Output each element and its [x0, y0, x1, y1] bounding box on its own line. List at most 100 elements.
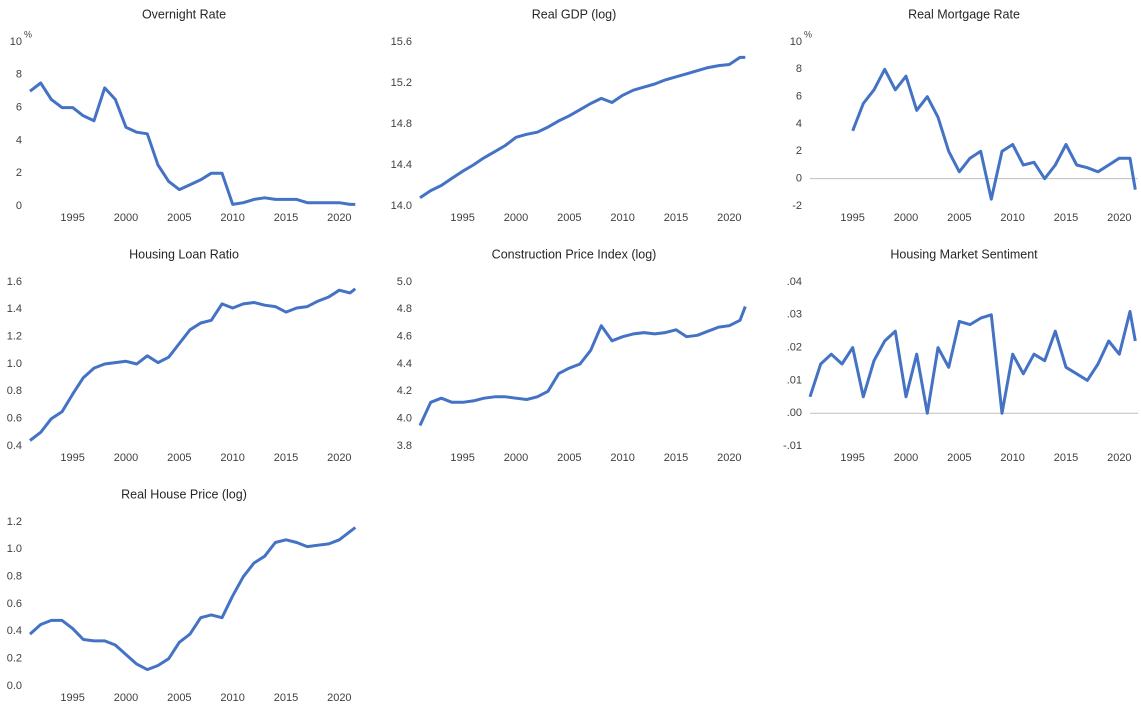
y-tick-label: 10: [10, 36, 22, 48]
x-tick-label: 1995: [60, 212, 84, 224]
chart-title: Construction Price Index (log): [492, 247, 657, 261]
x-tick-label: 1995: [840, 452, 864, 464]
x-tick-label: 2005: [947, 212, 971, 224]
x-tick-label: 2000: [894, 452, 918, 464]
y-tick-label: 10: [790, 36, 802, 48]
x-tick-label: 2020: [1107, 212, 1131, 224]
y-tick-label: 4.8: [397, 303, 412, 315]
x-tick-label: 2000: [114, 692, 138, 704]
y-tick-label: 0.6: [7, 598, 22, 610]
y-tick-label: 2: [796, 145, 802, 157]
data-line: [418, 306, 747, 427]
x-tick-label: 2020: [717, 452, 741, 464]
x-tick-label: 2015: [664, 452, 688, 464]
y-tick-label: 14.8: [391, 118, 412, 130]
data-line: [29, 287, 357, 442]
x-tick-label: 2005: [557, 212, 581, 224]
x-tick-label: 2010: [610, 452, 634, 464]
y-tick-label: 8: [796, 63, 802, 75]
y-tick-label: -2: [792, 200, 802, 212]
data-line: [29, 81, 356, 206]
chart-title: Real GDP (log): [532, 7, 617, 21]
y-tick-label: 1.0: [7, 358, 22, 370]
x-tick-label: 1995: [840, 212, 864, 224]
y-tick-label: 15.2: [391, 77, 412, 89]
chart-title: Real House Price (log): [121, 487, 247, 501]
y-tick-label: 0.2: [7, 653, 22, 665]
x-tick-label: 2000: [504, 212, 528, 224]
x-tick-label: 2015: [1054, 452, 1078, 464]
y-tick-label: 1.6: [7, 276, 22, 288]
x-tick-label: 2020: [327, 212, 351, 224]
y-tick-label: 1.2: [7, 331, 22, 343]
x-tick-label: 2005: [167, 212, 191, 224]
y-tick-label: 0: [16, 200, 22, 212]
x-tick-label: 2000: [114, 452, 138, 464]
y-tick-label: 4: [16, 134, 22, 146]
x-tick-label: 1995: [60, 452, 84, 464]
x-tick-label: 2010: [610, 212, 634, 224]
data-line: [808, 310, 1137, 415]
y-tick-label: 0.4: [7, 625, 22, 637]
x-tick-label: 2010: [1000, 212, 1024, 224]
y-tick-label: 5.0: [397, 276, 412, 288]
data-line: [419, 55, 746, 200]
y-tick-label: 4.2: [397, 385, 412, 397]
y-tick-label: 0.8: [7, 385, 22, 397]
y-tick-label: 8: [16, 69, 22, 81]
y-tick-label: .01: [787, 374, 802, 386]
y-tick-label: .03: [787, 309, 802, 321]
y-tick-label: 4.0: [397, 413, 412, 425]
y-tick-label: 2: [16, 167, 22, 179]
chart-title: Real Mortgage Rate: [908, 7, 1020, 21]
x-tick-label: 2020: [1107, 452, 1131, 464]
x-tick-label: 2015: [664, 212, 688, 224]
y-tick-label: 15.6: [391, 36, 412, 48]
x-tick-label: 1995: [450, 212, 474, 224]
x-tick-label: 2000: [114, 212, 138, 224]
y-tick-label: 1.4: [7, 303, 22, 315]
data-line: [28, 526, 357, 672]
y-tick-label: 1.2: [7, 516, 22, 528]
x-tick-label: 2000: [504, 452, 528, 464]
chart-title: Overnight Rate: [142, 7, 226, 21]
y-tick-label: 6: [796, 91, 802, 103]
y-tick-label: 0.6: [7, 413, 22, 425]
y-tick-label: 0.4: [7, 440, 22, 452]
y-unit: %: [804, 29, 812, 39]
x-tick-label: 2020: [717, 212, 741, 224]
data-line: [851, 67, 1137, 201]
x-tick-label: 2000: [894, 212, 918, 224]
y-tick-label: 4: [796, 118, 802, 130]
x-tick-label: 2005: [167, 452, 191, 464]
y-unit: %: [24, 29, 32, 39]
x-tick-label: 2015: [274, 212, 298, 224]
y-tick-label: .00: [787, 407, 802, 419]
y-tick-label: .02: [787, 342, 802, 354]
x-tick-label: 1995: [450, 452, 474, 464]
y-tick-label: 4.6: [397, 331, 412, 343]
x-tick-label: 2015: [1054, 212, 1078, 224]
y-tick-label: 6: [16, 102, 22, 114]
y-tick-label: -.01: [783, 440, 802, 452]
y-tick-label: 14.0: [391, 200, 412, 212]
x-tick-label: 2010: [220, 692, 244, 704]
y-tick-label: .04: [787, 276, 802, 288]
y-tick-label: 4.4: [397, 358, 412, 370]
chart-title: Housing Market Sentiment: [890, 247, 1038, 261]
y-tick-label: 14.4: [391, 159, 412, 171]
y-tick-label: 1.0: [7, 543, 22, 555]
x-tick-label: 2020: [327, 692, 351, 704]
x-tick-label: 2010: [220, 212, 244, 224]
chart-title: Housing Loan Ratio: [129, 247, 239, 261]
y-tick-label: 0: [796, 173, 802, 185]
x-tick-label: 2015: [274, 692, 298, 704]
x-tick-label: 2010: [220, 452, 244, 464]
y-tick-label: 3.8: [397, 440, 412, 452]
x-tick-label: 2020: [327, 452, 351, 464]
y-tick-label: 0.8: [7, 571, 22, 583]
x-tick-label: 2010: [1000, 452, 1024, 464]
x-tick-label: 2005: [947, 452, 971, 464]
x-tick-label: 2005: [167, 692, 191, 704]
